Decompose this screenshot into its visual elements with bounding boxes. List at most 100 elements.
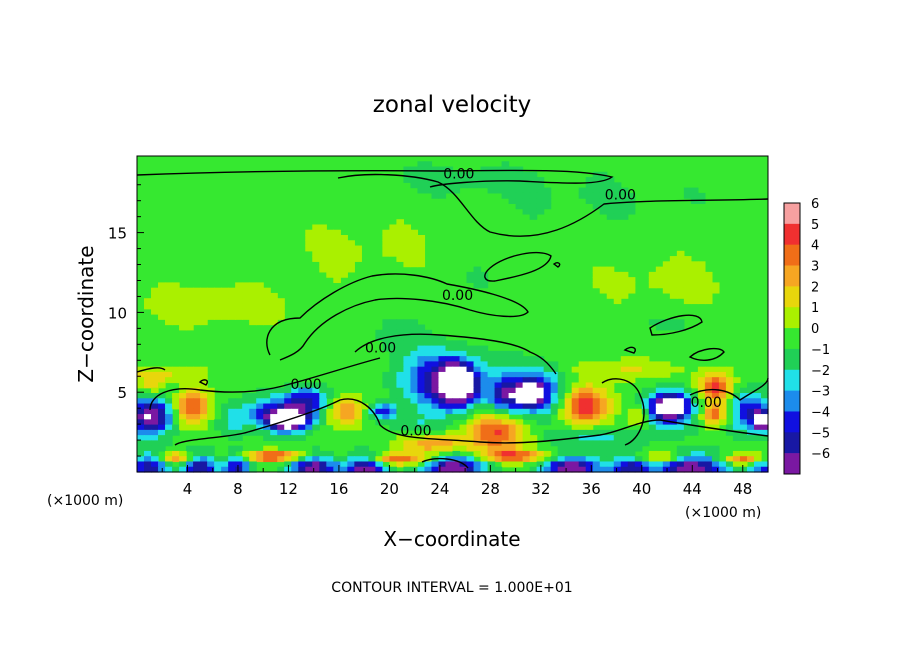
heatmap-cell xyxy=(494,350,503,357)
heatmap-cell xyxy=(277,424,285,431)
heatmap-cell xyxy=(536,461,545,468)
heatmap-cell xyxy=(158,435,166,441)
heatmap-cell xyxy=(277,393,285,399)
heatmap-cell xyxy=(172,424,180,431)
heatmap-cell xyxy=(606,382,615,389)
heatmap-cell xyxy=(347,414,355,420)
heatmap-cell xyxy=(501,377,510,384)
heatmap-cell xyxy=(592,403,601,410)
heatmap-cell xyxy=(683,466,692,473)
heatmap-cell xyxy=(256,398,264,405)
heatmap-cell xyxy=(725,382,734,389)
heatmap-cell xyxy=(599,266,608,273)
heatmap-cell xyxy=(326,271,334,278)
heatmap-cell xyxy=(417,377,426,384)
heatmap-cell xyxy=(424,461,433,468)
heatmap-cell xyxy=(326,414,334,420)
heatmap-cell xyxy=(396,408,405,415)
heatmap-cell xyxy=(711,414,720,420)
heatmap-cell xyxy=(333,256,341,262)
heatmap-cell xyxy=(235,461,243,468)
heatmap-cell xyxy=(137,414,145,420)
heatmap-cell xyxy=(263,398,271,405)
heatmap-cell xyxy=(193,371,201,378)
heatmap-cell xyxy=(207,456,215,463)
heatmap-cell xyxy=(676,419,685,426)
heatmap-cell xyxy=(277,435,285,441)
heatmap-cell xyxy=(564,429,573,436)
heatmap-cell xyxy=(298,408,306,415)
heatmap-cell xyxy=(501,445,510,452)
heatmap-cell xyxy=(459,456,468,463)
contour-line xyxy=(149,357,381,411)
heatmap-cell xyxy=(396,245,405,252)
heatmap-cell xyxy=(193,393,201,399)
heatmap-cell xyxy=(725,424,734,431)
heatmap-cell xyxy=(396,371,405,378)
heatmap-cell xyxy=(417,393,426,399)
heatmap-cell xyxy=(508,435,517,441)
heatmap-cell xyxy=(151,387,159,394)
heatmap-cell xyxy=(291,424,299,431)
heatmap-cell xyxy=(487,182,496,189)
heatmap-cell xyxy=(522,187,531,194)
heatmap-cell xyxy=(669,319,678,326)
heatmap-cell xyxy=(606,419,615,426)
heatmap-cell xyxy=(529,466,538,473)
heatmap-cell xyxy=(347,419,355,426)
heatmap-cell xyxy=(158,298,166,305)
heatmap-cell xyxy=(473,377,482,384)
heatmap-cell xyxy=(564,440,573,447)
heatmap-cell xyxy=(277,414,285,420)
heatmap-cell xyxy=(200,308,208,315)
contour-line xyxy=(198,379,209,386)
heatmap-cell xyxy=(473,429,482,436)
heatmap-cell xyxy=(305,387,313,394)
heatmap-cell xyxy=(165,314,173,320)
heatmap-cell xyxy=(753,429,762,436)
heatmap-cell xyxy=(522,371,531,378)
heatmap-cell xyxy=(459,177,468,183)
heatmap-cell xyxy=(592,198,601,204)
heatmap-cell xyxy=(662,366,671,373)
heatmap-cell xyxy=(284,450,292,457)
heatmap-cell xyxy=(438,192,447,199)
heatmap-cell xyxy=(410,256,419,262)
heatmap-cell xyxy=(333,250,341,257)
heatmap-cell xyxy=(256,303,264,310)
heatmap-cell xyxy=(410,361,419,368)
heatmap-cell xyxy=(732,429,741,436)
heatmap-cell xyxy=(662,382,671,389)
heatmap-cell xyxy=(354,245,362,252)
heatmap-cell xyxy=(683,387,692,394)
heatmap-cell xyxy=(592,277,601,283)
heatmap-cell xyxy=(151,414,159,420)
heatmap-cell xyxy=(410,461,419,468)
heatmap-cell xyxy=(417,329,426,336)
heatmap-cell xyxy=(319,229,327,236)
heatmap-cell xyxy=(340,271,348,278)
heatmap-cell xyxy=(494,424,503,431)
heatmap-cell xyxy=(459,403,468,410)
heatmap-cell xyxy=(592,203,601,210)
heatmap-cell xyxy=(676,256,685,262)
heatmap-cell xyxy=(403,256,412,262)
heatmap-cell xyxy=(207,466,215,473)
heatmap-cell xyxy=(221,303,229,310)
heatmap-cell xyxy=(578,424,587,431)
heatmap-cell xyxy=(606,271,615,278)
heatmap-cell xyxy=(578,429,587,436)
x-tick-label: 4 xyxy=(183,480,193,498)
heatmap-cell xyxy=(641,356,650,362)
heatmap-cell xyxy=(725,371,734,378)
heatmap-cell xyxy=(585,456,594,463)
heatmap-cell xyxy=(732,424,741,431)
heatmap-cell xyxy=(249,282,257,289)
heatmap-cell xyxy=(683,256,692,262)
heatmap-cell xyxy=(375,403,383,410)
heatmap-cell xyxy=(235,314,243,320)
heatmap-cell xyxy=(634,398,643,405)
heatmap-cell xyxy=(578,361,587,368)
heatmap-cell xyxy=(277,314,285,320)
